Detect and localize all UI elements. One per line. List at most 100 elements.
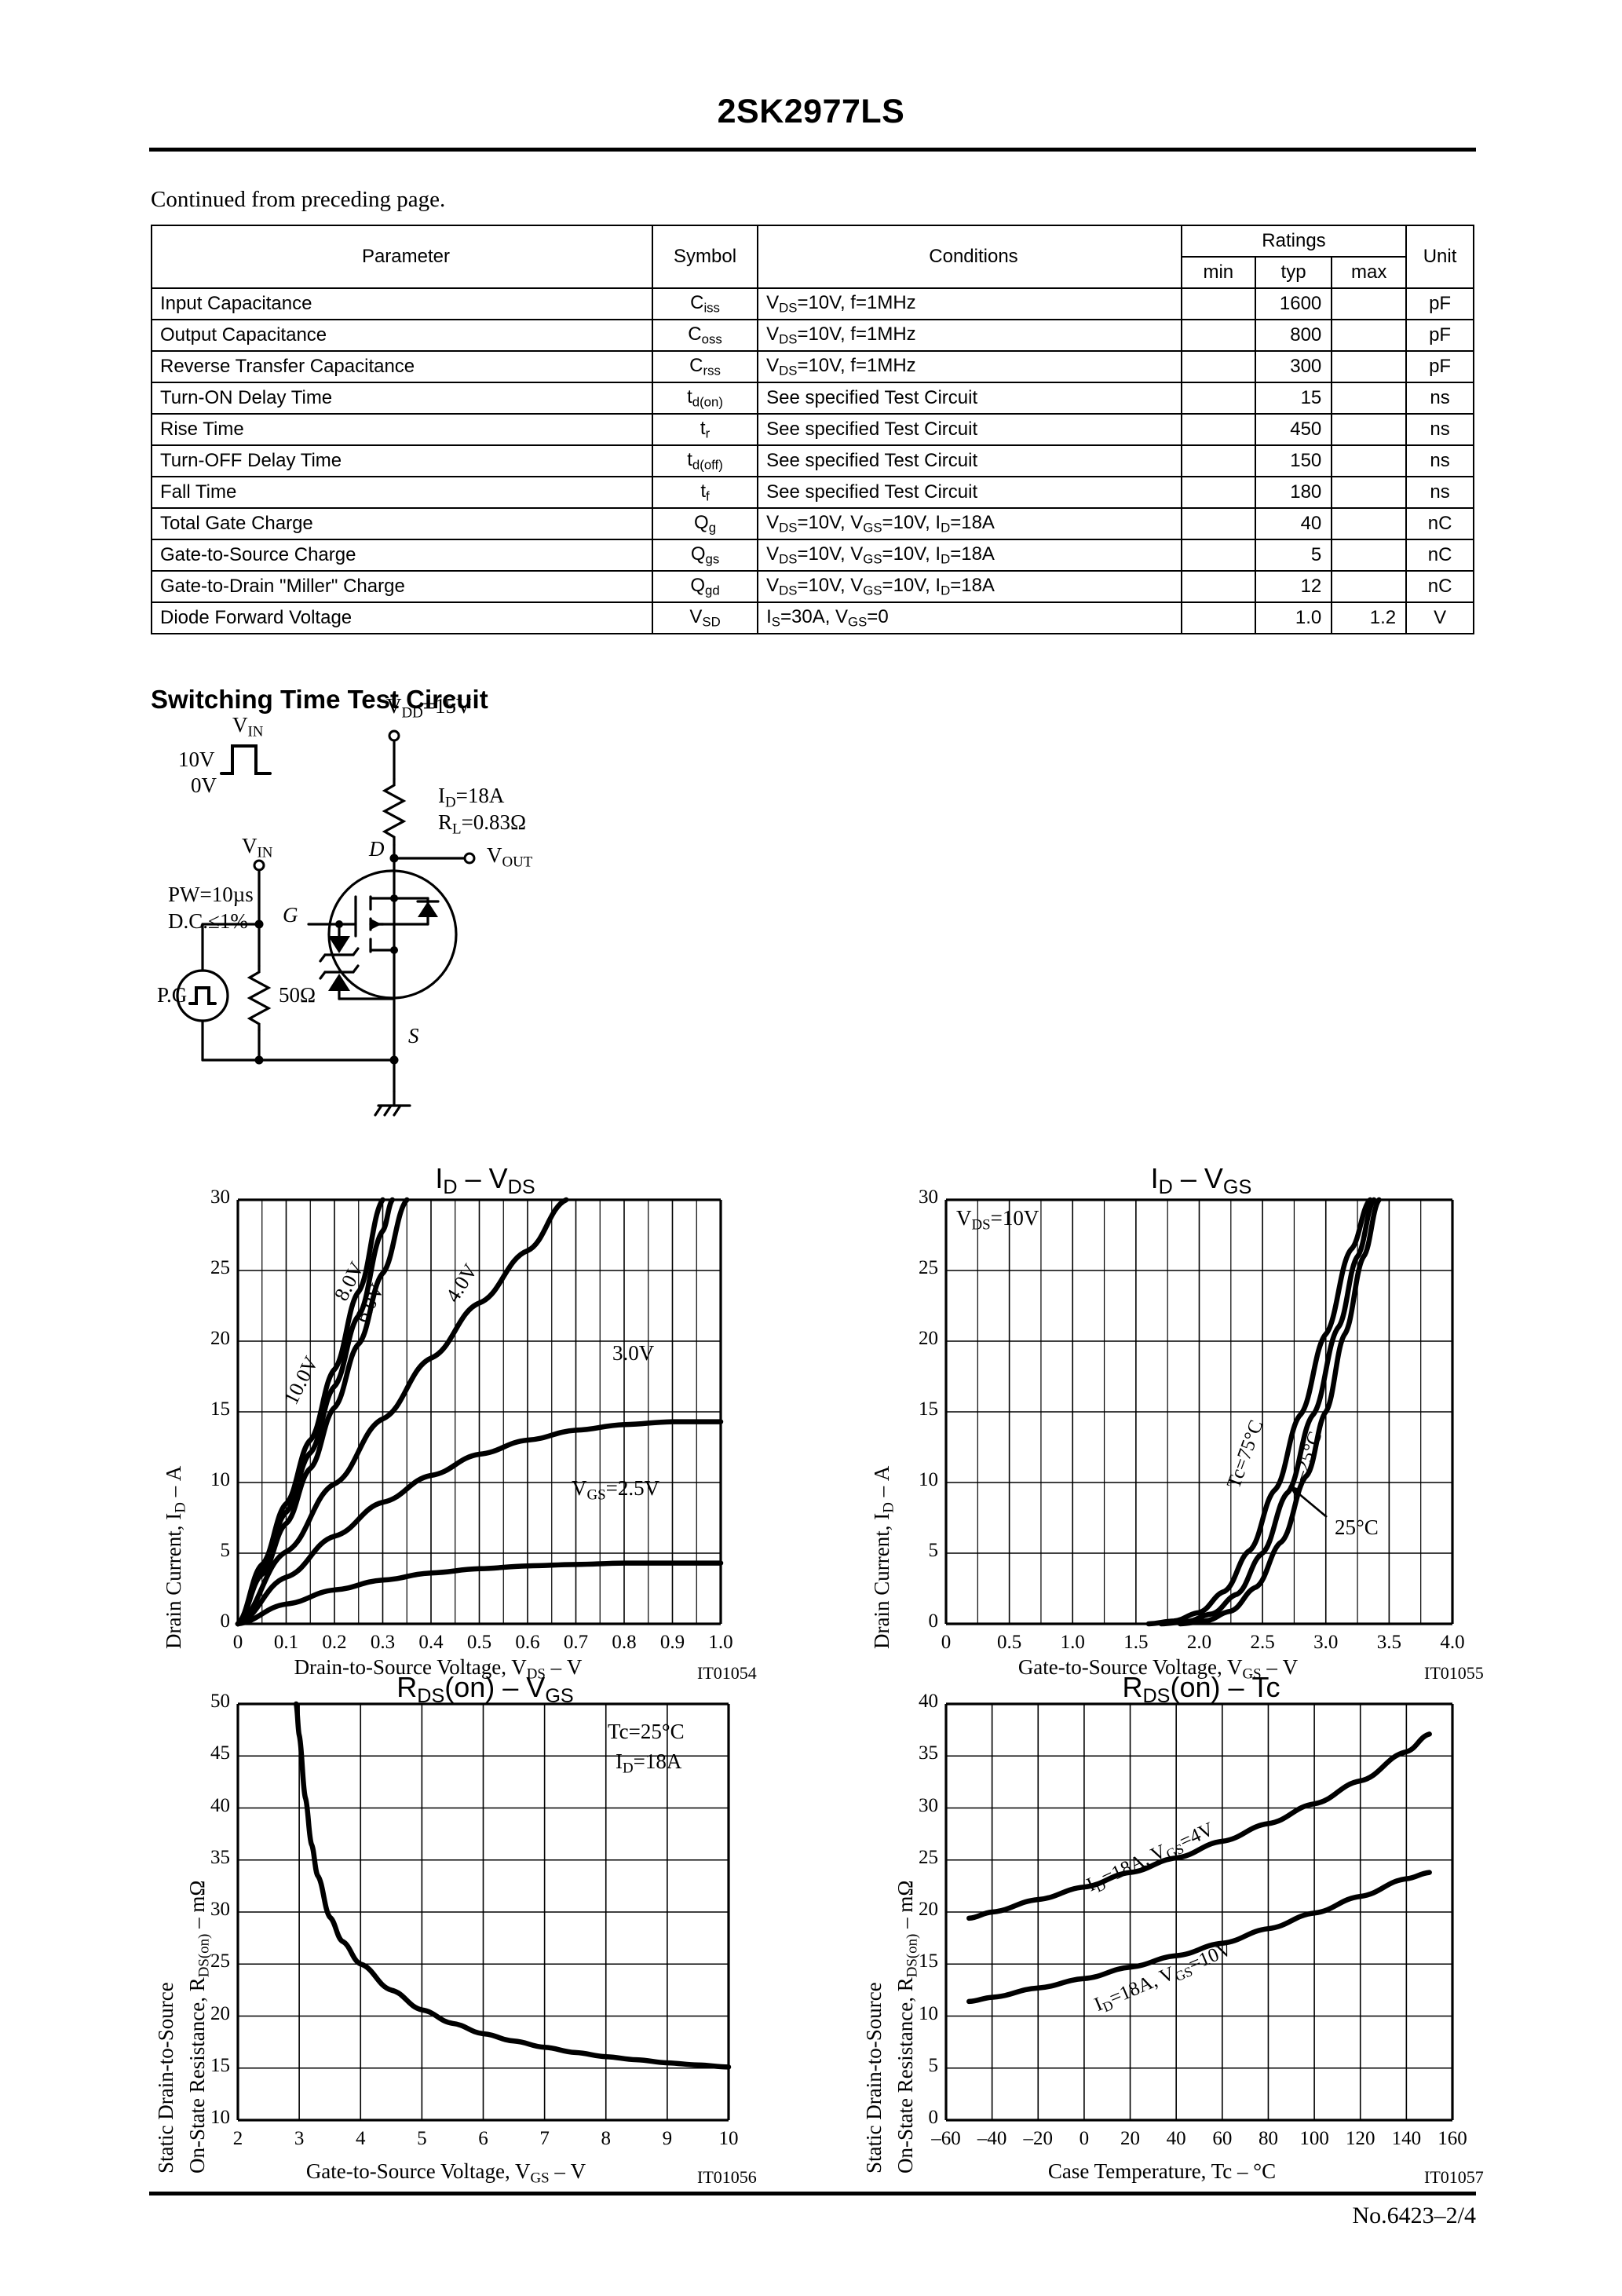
specifications-table: Parameter Symbol Conditions Ratings Unit… [151, 225, 1474, 634]
cell-typ: 5 [1254, 539, 1333, 572]
cell-typ: 12 [1254, 570, 1333, 603]
x-tick-label: 6 [478, 2128, 488, 2149]
chart-annotation: VDS=10V [956, 1206, 1039, 1234]
col-typ: typ [1254, 256, 1333, 289]
x-tick-label: 1.0 [1060, 1632, 1085, 1653]
cell-typ: 450 [1254, 413, 1333, 446]
footer-page-number: No.6423–2/4 [1352, 2203, 1477, 2228]
col-unit: Unit [1405, 225, 1474, 289]
chart-annotation: VGS=2.5V [572, 1476, 660, 1504]
y-tick-label: 30 [210, 1899, 230, 1920]
cell-min [1180, 476, 1256, 509]
chart-series-curve [235, 1419, 724, 1627]
footer-rule [149, 2192, 1476, 2195]
x-tick-label: 0.9 [659, 1632, 685, 1653]
cell-max [1331, 444, 1408, 477]
cell-conditions: VDS=10V, f=1MHz [757, 350, 1182, 383]
cell-symbol: Ciss [651, 287, 759, 320]
col-ratings: Ratings [1180, 225, 1408, 258]
x-tick-label: 60 [1212, 2128, 1233, 2149]
y-tick-label: 30 [919, 1794, 938, 1816]
y-tick-label: 30 [210, 1186, 230, 1208]
chart-series-curve [1145, 1197, 1373, 1627]
y-tick-label: 15 [919, 1951, 938, 1972]
cell-unit: nC [1405, 539, 1474, 572]
cell-max: 1.2 [1331, 601, 1408, 634]
chart-annotation: Tc=25°C [608, 1720, 685, 1743]
cell-max [1331, 570, 1408, 603]
y-tick-label: 10 [919, 2002, 938, 2024]
pulse-generator-label: P.G [157, 983, 188, 1007]
x-tick-label: 80 [1258, 2128, 1278, 2149]
y-tick-label: 20 [919, 1328, 938, 1349]
table-row: Output Capacitance Coss VDS=10V, f=1MHz 800… [151, 319, 1474, 352]
chart-xlabel: Gate-to-Source Voltage, VGS – V [305, 2159, 586, 2187]
col-parameter: Parameter [151, 225, 653, 289]
chart-annotation: 25°C [1335, 1515, 1379, 1539]
chart-series-curve [1178, 1197, 1382, 1627]
y-tick-label: 25 [210, 1257, 230, 1278]
col-conditions: Conditions [757, 225, 1182, 289]
x-tick-label: 140 [1391, 2128, 1422, 2149]
cell-unit: V [1405, 601, 1474, 634]
col-max: max [1331, 256, 1408, 289]
chart-series-curve [235, 1197, 410, 1627]
cell-min [1180, 413, 1256, 446]
x-tick-label: 5 [417, 2128, 427, 2149]
table-row: Rise Time tr See specified Test Circuit 450… [151, 413, 1474, 446]
x-tick-label: 2 [232, 2128, 243, 2149]
cell-max [1331, 507, 1408, 540]
table-row: Gate-to-Drain "Miller" Charge Qgd VDS=10V,… [151, 570, 1474, 603]
circuit-svg [176, 729, 476, 1117]
y-tick-label: 5 [928, 1540, 939, 1561]
x-tick-label: 2.5 [1250, 1632, 1275, 1653]
y-tick-label: 10 [210, 2107, 230, 2128]
chart-annotation: ID=18A [616, 1749, 682, 1777]
cell-typ: 300 [1254, 350, 1333, 383]
cell-unit: pF [1405, 350, 1474, 383]
x-tick-label: –40 [977, 2128, 1007, 2149]
chart-rdson-vgs: RDS(on) – VGS Static Drain-to-Source On-… [148, 1671, 823, 2205]
chart-series-curve [235, 1197, 569, 1627]
y-tick-label: 5 [928, 2054, 939, 2076]
y-tick-label: 30 [919, 1186, 938, 1208]
chart-title: RDS(on) – Tc [1122, 1671, 1280, 1708]
cell-typ: 800 [1254, 319, 1333, 352]
col-min: min [1180, 256, 1256, 289]
chart-annotation: 3.0V [612, 1341, 655, 1365]
continued-note: Continued from preceding page. [151, 187, 446, 212]
y-tick-label: 35 [919, 1742, 938, 1764]
x-tick-label: –60 [931, 2128, 961, 2149]
cell-parameter: Diode Forward Voltage [151, 601, 653, 634]
chart-id-vgs: ID – VGS Drain Current, ID – A Gate-to-S… [856, 1162, 1547, 1696]
cell-symbol: Crss [651, 350, 759, 383]
cell-parameter: Gate-to-Source Charge [151, 539, 653, 572]
chart-xlabel: Gate-to-Source Voltage, VGS – V [1017, 1655, 1299, 1683]
x-tick-label: 0.2 [322, 1632, 347, 1653]
x-tick-label: 4.0 [1440, 1632, 1465, 1653]
table-header-row: Parameter Symbol Conditions Ratings Unit [151, 225, 1474, 289]
cell-min [1180, 570, 1256, 603]
y-tick-label: 0 [928, 2107, 939, 2128]
vin-low-label: 0V [191, 773, 217, 797]
y-tick-label: 45 [210, 1742, 230, 1764]
x-tick-label: 3.5 [1376, 1632, 1401, 1653]
y-tick-label: 5 [220, 1540, 231, 1561]
cell-unit: nC [1405, 570, 1474, 603]
cell-conditions: IS=30A, VGS=0 [757, 601, 1182, 634]
cell-typ: 1.0 [1254, 601, 1333, 634]
vin-waveform-label: VIN [232, 713, 264, 740]
chart-plot-area [235, 1197, 724, 1627]
y-tick-label: 25 [919, 1846, 938, 1868]
cell-symbol: td(off) [651, 444, 759, 477]
chart-plot-area [944, 1197, 1454, 1627]
pin-label-gate: G [283, 903, 298, 927]
chart-code: IT01057 [1424, 2167, 1484, 2187]
cell-parameter: Gate-to-Drain "Miller" Charge [151, 570, 653, 603]
chart-xlabel: Drain-to-Source Voltage, VDS – V [294, 1655, 583, 1683]
y-tick-label: 20 [210, 2002, 230, 2024]
cell-conditions: See specified Test Circuit [757, 382, 1182, 415]
cell-max [1331, 350, 1408, 383]
y-tick-label: 40 [919, 1691, 938, 1712]
